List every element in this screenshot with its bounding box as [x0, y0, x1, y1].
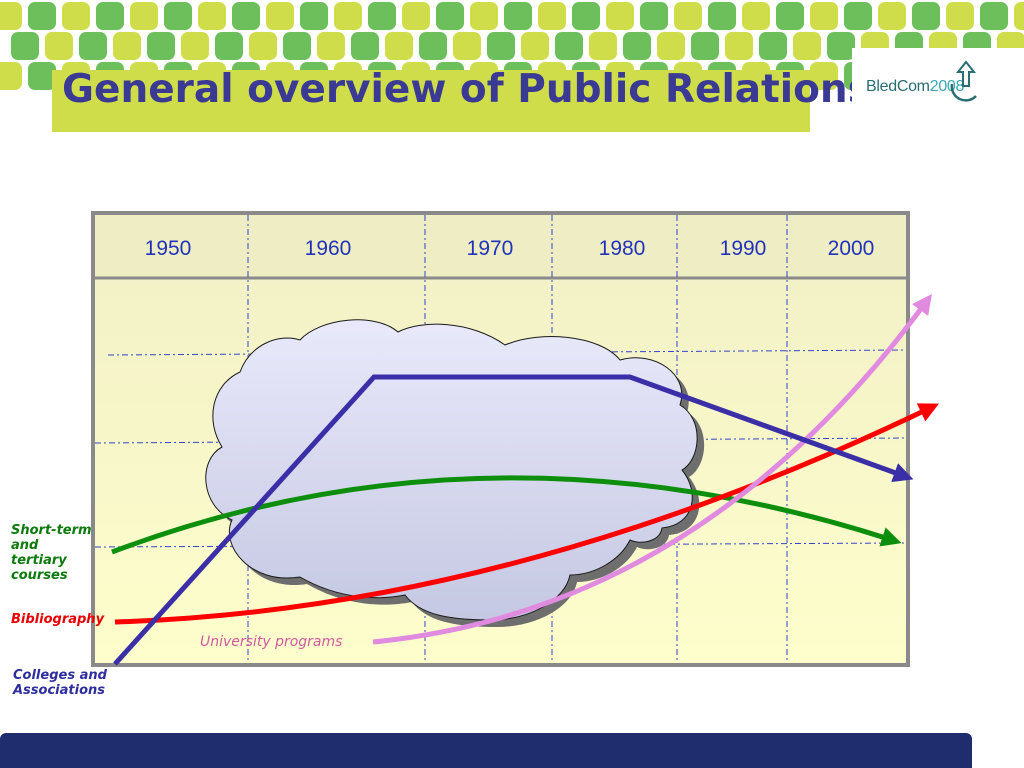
year-label: 1960 [305, 237, 352, 260]
bibliography-label: Bibliography [11, 612, 105, 627]
pattern-square [300, 2, 328, 30]
pattern-square [28, 2, 56, 30]
short-term-courses-label: Short-term and tertiary courses [11, 523, 92, 583]
pattern-square [96, 2, 124, 30]
title-band [52, 70, 810, 132]
pattern-square [249, 32, 277, 60]
pattern-square [436, 2, 464, 30]
pattern-square [181, 32, 209, 60]
pattern-square [419, 32, 447, 60]
pattern-square [657, 32, 685, 60]
pattern-square [266, 2, 294, 30]
pattern-square [725, 32, 753, 60]
bledcom-logo: BledCom2008 [866, 78, 964, 96]
university-programs-line [372, 293, 932, 645]
logo-name: BledCom [866, 78, 930, 95]
pattern-square [11, 32, 39, 60]
footer-bar [0, 733, 972, 768]
pattern-square [623, 32, 651, 60]
pattern-square [130, 2, 158, 30]
colleges-associations-line [113, 374, 914, 666]
pattern-square [28, 62, 56, 90]
logo-year: 2008 [929, 78, 965, 95]
pattern-square [198, 2, 226, 30]
pattern-square [1014, 2, 1024, 30]
year-label: 2000 [828, 237, 875, 260]
pattern-square [164, 2, 192, 30]
pattern-square [555, 32, 583, 60]
pattern-square [827, 32, 855, 60]
short-term-courses-line [111, 475, 902, 555]
pattern-square [742, 2, 770, 30]
pattern-square [487, 32, 515, 60]
pattern-square [0, 62, 22, 90]
pattern-square [674, 2, 702, 30]
pattern-square [79, 32, 107, 60]
year-label: 1980 [599, 237, 646, 260]
pattern-square [232, 2, 260, 30]
pattern-square [504, 2, 532, 30]
pattern-square [351, 32, 379, 60]
pattern-square [878, 2, 906, 30]
pattern-square [334, 2, 362, 30]
logo-box [852, 48, 1024, 128]
pattern-square [810, 2, 838, 30]
pattern-square [793, 32, 821, 60]
pattern-square [215, 32, 243, 60]
pattern-square [912, 2, 940, 30]
pattern-square [402, 2, 430, 30]
pattern-square [589, 32, 617, 60]
pattern-square [572, 2, 600, 30]
pattern-square [147, 32, 175, 60]
pattern-square [640, 2, 668, 30]
pattern-square [470, 2, 498, 30]
pattern-square [368, 2, 396, 30]
pattern-square [521, 32, 549, 60]
recycle-arrow-icon [950, 60, 977, 102]
colleges-associations-label: Colleges and Associations [13, 668, 107, 698]
pattern-square [113, 32, 141, 60]
pattern-square [62, 2, 90, 30]
pattern-square [606, 2, 634, 30]
pattern-square [283, 32, 311, 60]
pattern-square [759, 32, 787, 60]
pattern-square [980, 2, 1008, 30]
pattern-square [708, 2, 736, 30]
pattern-square [45, 32, 73, 60]
pattern-square [691, 32, 719, 60]
pattern-square [538, 2, 566, 30]
pattern-square [946, 2, 974, 30]
university-programs-label: University programs [200, 634, 343, 650]
pattern-square [844, 2, 872, 30]
pattern-square [0, 2, 22, 30]
bibliography-line [114, 403, 940, 625]
year-header-row [95, 215, 906, 278]
year-label: 1970 [467, 237, 514, 260]
pattern-square [776, 2, 804, 30]
year-label: 1990 [720, 237, 767, 260]
year-label: 1950 [145, 237, 192, 260]
pattern-square [810, 62, 838, 90]
pattern-square [453, 32, 481, 60]
year-labels: 1950 1960 1970 1980 1990 2000 [145, 237, 875, 260]
pattern-square [385, 32, 413, 60]
page-title: General overview of Public Relations [62, 67, 871, 112]
pattern-square [317, 32, 345, 60]
